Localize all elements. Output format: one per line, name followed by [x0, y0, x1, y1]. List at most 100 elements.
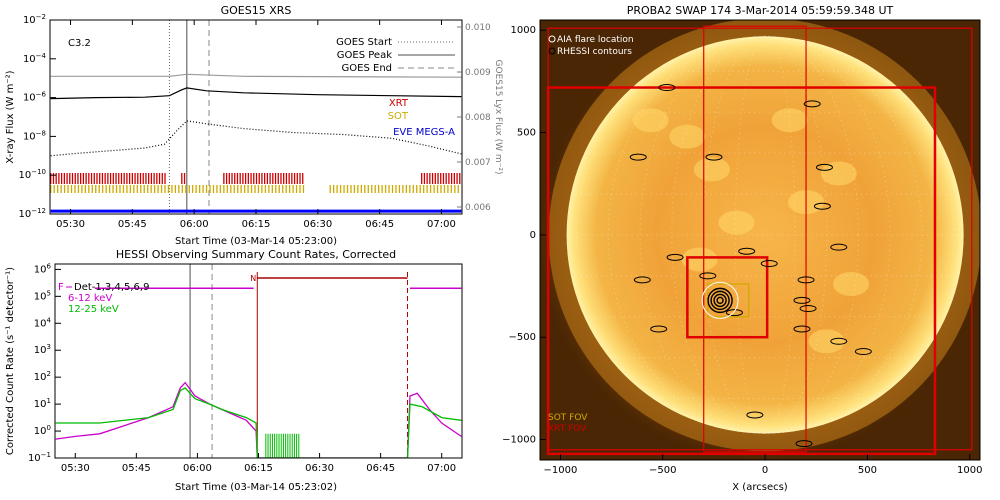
goes-ytick-label-3: 10−6: [23, 91, 47, 104]
rhessi-contour-13: [705, 153, 723, 161]
goes-ytick-exp-1: −10: [31, 168, 46, 176]
hessi-series-1: [55, 387, 462, 458]
goes-panel: GOES15 XRS 05:30 05:45 06:00 06:15 06:30 06:4…: [5, 4, 503, 247]
hessi-plot-area: [55, 264, 462, 458]
swap-xtick-label-2: 0: [762, 465, 768, 476]
goes-ytick-exp-3: −6: [36, 91, 47, 99]
hessi-ytick-label-7: 106: [34, 262, 52, 275]
goes-ytick-exp-2: −8: [36, 129, 46, 137]
goes-title: GOES15 XRS: [221, 4, 292, 17]
grid-meridian-1: [703, 35, 828, 434]
goes-ytick-label-0: 10−12: [18, 207, 46, 220]
rhessi-contour-20: [799, 305, 817, 313]
hessi-ytick-label-6: 105: [34, 289, 51, 302]
swap-xtick-label-4: 1000: [957, 465, 982, 476]
hessi-ytick-exp-4: 3: [47, 343, 51, 351]
hessi-ytick-label-2: 101: [34, 397, 51, 410]
rhessi-contour-8: [793, 325, 811, 333]
swap-panel: PROBA2 SWAP 174 3-Mar-2014 05:59:59.348 …: [502, 4, 982, 493]
goes-xtick-label-2: 06:00: [180, 219, 209, 230]
label-xrt: XRT: [389, 98, 409, 109]
hessi-legend: F Det-1,3,4,5,6,9 6-12 keV 12-25 keV: [58, 282, 149, 315]
hessi-legend-prefix: F: [58, 282, 64, 293]
rhessi-contour-12: [830, 243, 848, 251]
goes-series-1: [50, 120, 462, 157]
goes-xtick-label-0: 05:30: [56, 219, 85, 230]
hessi-ytick-exp-5: 4: [47, 316, 52, 324]
rhessi-contour-16: [854, 348, 872, 356]
swap-xtick-label-0: −1000: [544, 465, 578, 476]
hessi-legend-high: 12-25 keV: [68, 304, 119, 315]
rhessi-contour-11: [813, 202, 831, 210]
goes-y2label: GOES15 Lyx Flux (W m⁻²): [493, 60, 503, 175]
rhessi-marker-icon: [548, 47, 556, 55]
legend-goes-start: GOES Start: [336, 37, 392, 48]
bright-region-1: [771, 108, 808, 133]
legend-goes-peak: GOES Peak: [337, 50, 392, 61]
fov-box-xrt-medium: [546, 86, 937, 456]
rhessi-contour-0: [658, 84, 676, 92]
goes-y2tick-label-1: 0.007: [465, 158, 491, 168]
bright-region-5: [718, 210, 755, 235]
hessi-xtick-label-0: 05:30: [61, 463, 90, 474]
swap-ytick-label-4: 1000: [511, 25, 536, 36]
flare-contour-2: [713, 293, 727, 308]
hessi-ytick-label-3: 102: [34, 370, 51, 383]
aia-marker-icon: [548, 35, 556, 43]
legend-aia: AIA flare location: [557, 35, 634, 45]
goes-ytick-label-5: 10−2: [23, 13, 46, 26]
rhessi-contour-4: [699, 272, 717, 280]
goes-ytick-label-2: 10−8: [23, 129, 46, 142]
goes-xtick-label-4: 06:30: [303, 219, 332, 230]
rhessi-contour-5: [760, 260, 778, 268]
label-xrt-fov: XRT FOV: [548, 424, 587, 434]
hessi-ytick-label-1: 100: [34, 424, 51, 437]
goes-series-0: [50, 87, 462, 100]
flare-contour-0: [707, 287, 733, 314]
aia-flare-marker: [701, 281, 739, 319]
hessi-ytick-label-0: 10−1: [28, 451, 51, 464]
swap-ytick-label-0: −1000: [502, 435, 536, 446]
rhessi-contour-2: [633, 276, 651, 284]
hessi-ytick-exp-1: 0: [47, 424, 51, 432]
goes-xtick-label-5: 06:45: [365, 219, 394, 230]
flare-contour-3: [716, 296, 724, 305]
rhessi-contour-14: [629, 153, 647, 161]
label-eve: EVE MEGS-A: [393, 127, 455, 138]
swap-legend: AIA flare location RHESSI contours: [548, 35, 634, 57]
goes-ytick-label-4: 10−4: [23, 52, 47, 65]
hessi-ytick-label-5: 104: [34, 316, 52, 329]
grid-meridian-3: [639, 35, 891, 434]
hessi-legend-low: 6-12 keV: [68, 293, 112, 304]
hessi-xtick-label-3: 06:15: [244, 463, 273, 474]
goes-xtick-label-1: 05:45: [118, 219, 147, 230]
hessi-ytick-label-4: 103: [34, 343, 51, 356]
hessi-xlabel: Start Time (03-Mar-14 05:23:02): [175, 482, 337, 493]
rhessi-contour-6: [738, 247, 756, 255]
goes-ylabel: X-ray Flux (W m⁻²): [5, 70, 16, 163]
hessi-ytick-exp-7: 6: [47, 262, 52, 270]
hessi-xtick-label-2: 06:00: [183, 463, 212, 474]
rhessi-contour-19: [795, 440, 813, 448]
grid-meridian-5: [576, 35, 955, 434]
hessi-xtick-label-5: 06:45: [366, 463, 395, 474]
rhessi-contour-3: [666, 253, 684, 261]
hessi-ytick-exp-6: 5: [47, 289, 51, 297]
bright-region-8: [632, 108, 669, 133]
goes-ytick-exp-4: −4: [36, 52, 47, 60]
goes-xtick-label-3: 06:15: [242, 219, 271, 230]
goes-y2tick-label-0: 0.006: [465, 203, 491, 213]
hessi-ytick-exp-3: 2: [47, 370, 51, 378]
bright-region-3: [820, 161, 857, 186]
swap-title: PROBA2 SWAP 174 3-Mar-2014 05:59:59.348 …: [627, 4, 894, 17]
hessi-xtick-label-4: 06:30: [305, 463, 334, 474]
goes-legend: GOES Start GOES Peak GOES End: [336, 37, 455, 74]
grid-meridian-0: [734, 35, 796, 434]
goes-xlabel: Start Time (03-Mar-14 05:23:00): [175, 236, 337, 247]
rhessi-contour-21: [725, 309, 743, 317]
rhessi-contour-10: [815, 163, 833, 171]
swap-ytick-label-3: 500: [517, 128, 536, 139]
hessi-xtick-label-6: 07:00: [427, 463, 456, 474]
bright-region-9: [808, 329, 845, 354]
